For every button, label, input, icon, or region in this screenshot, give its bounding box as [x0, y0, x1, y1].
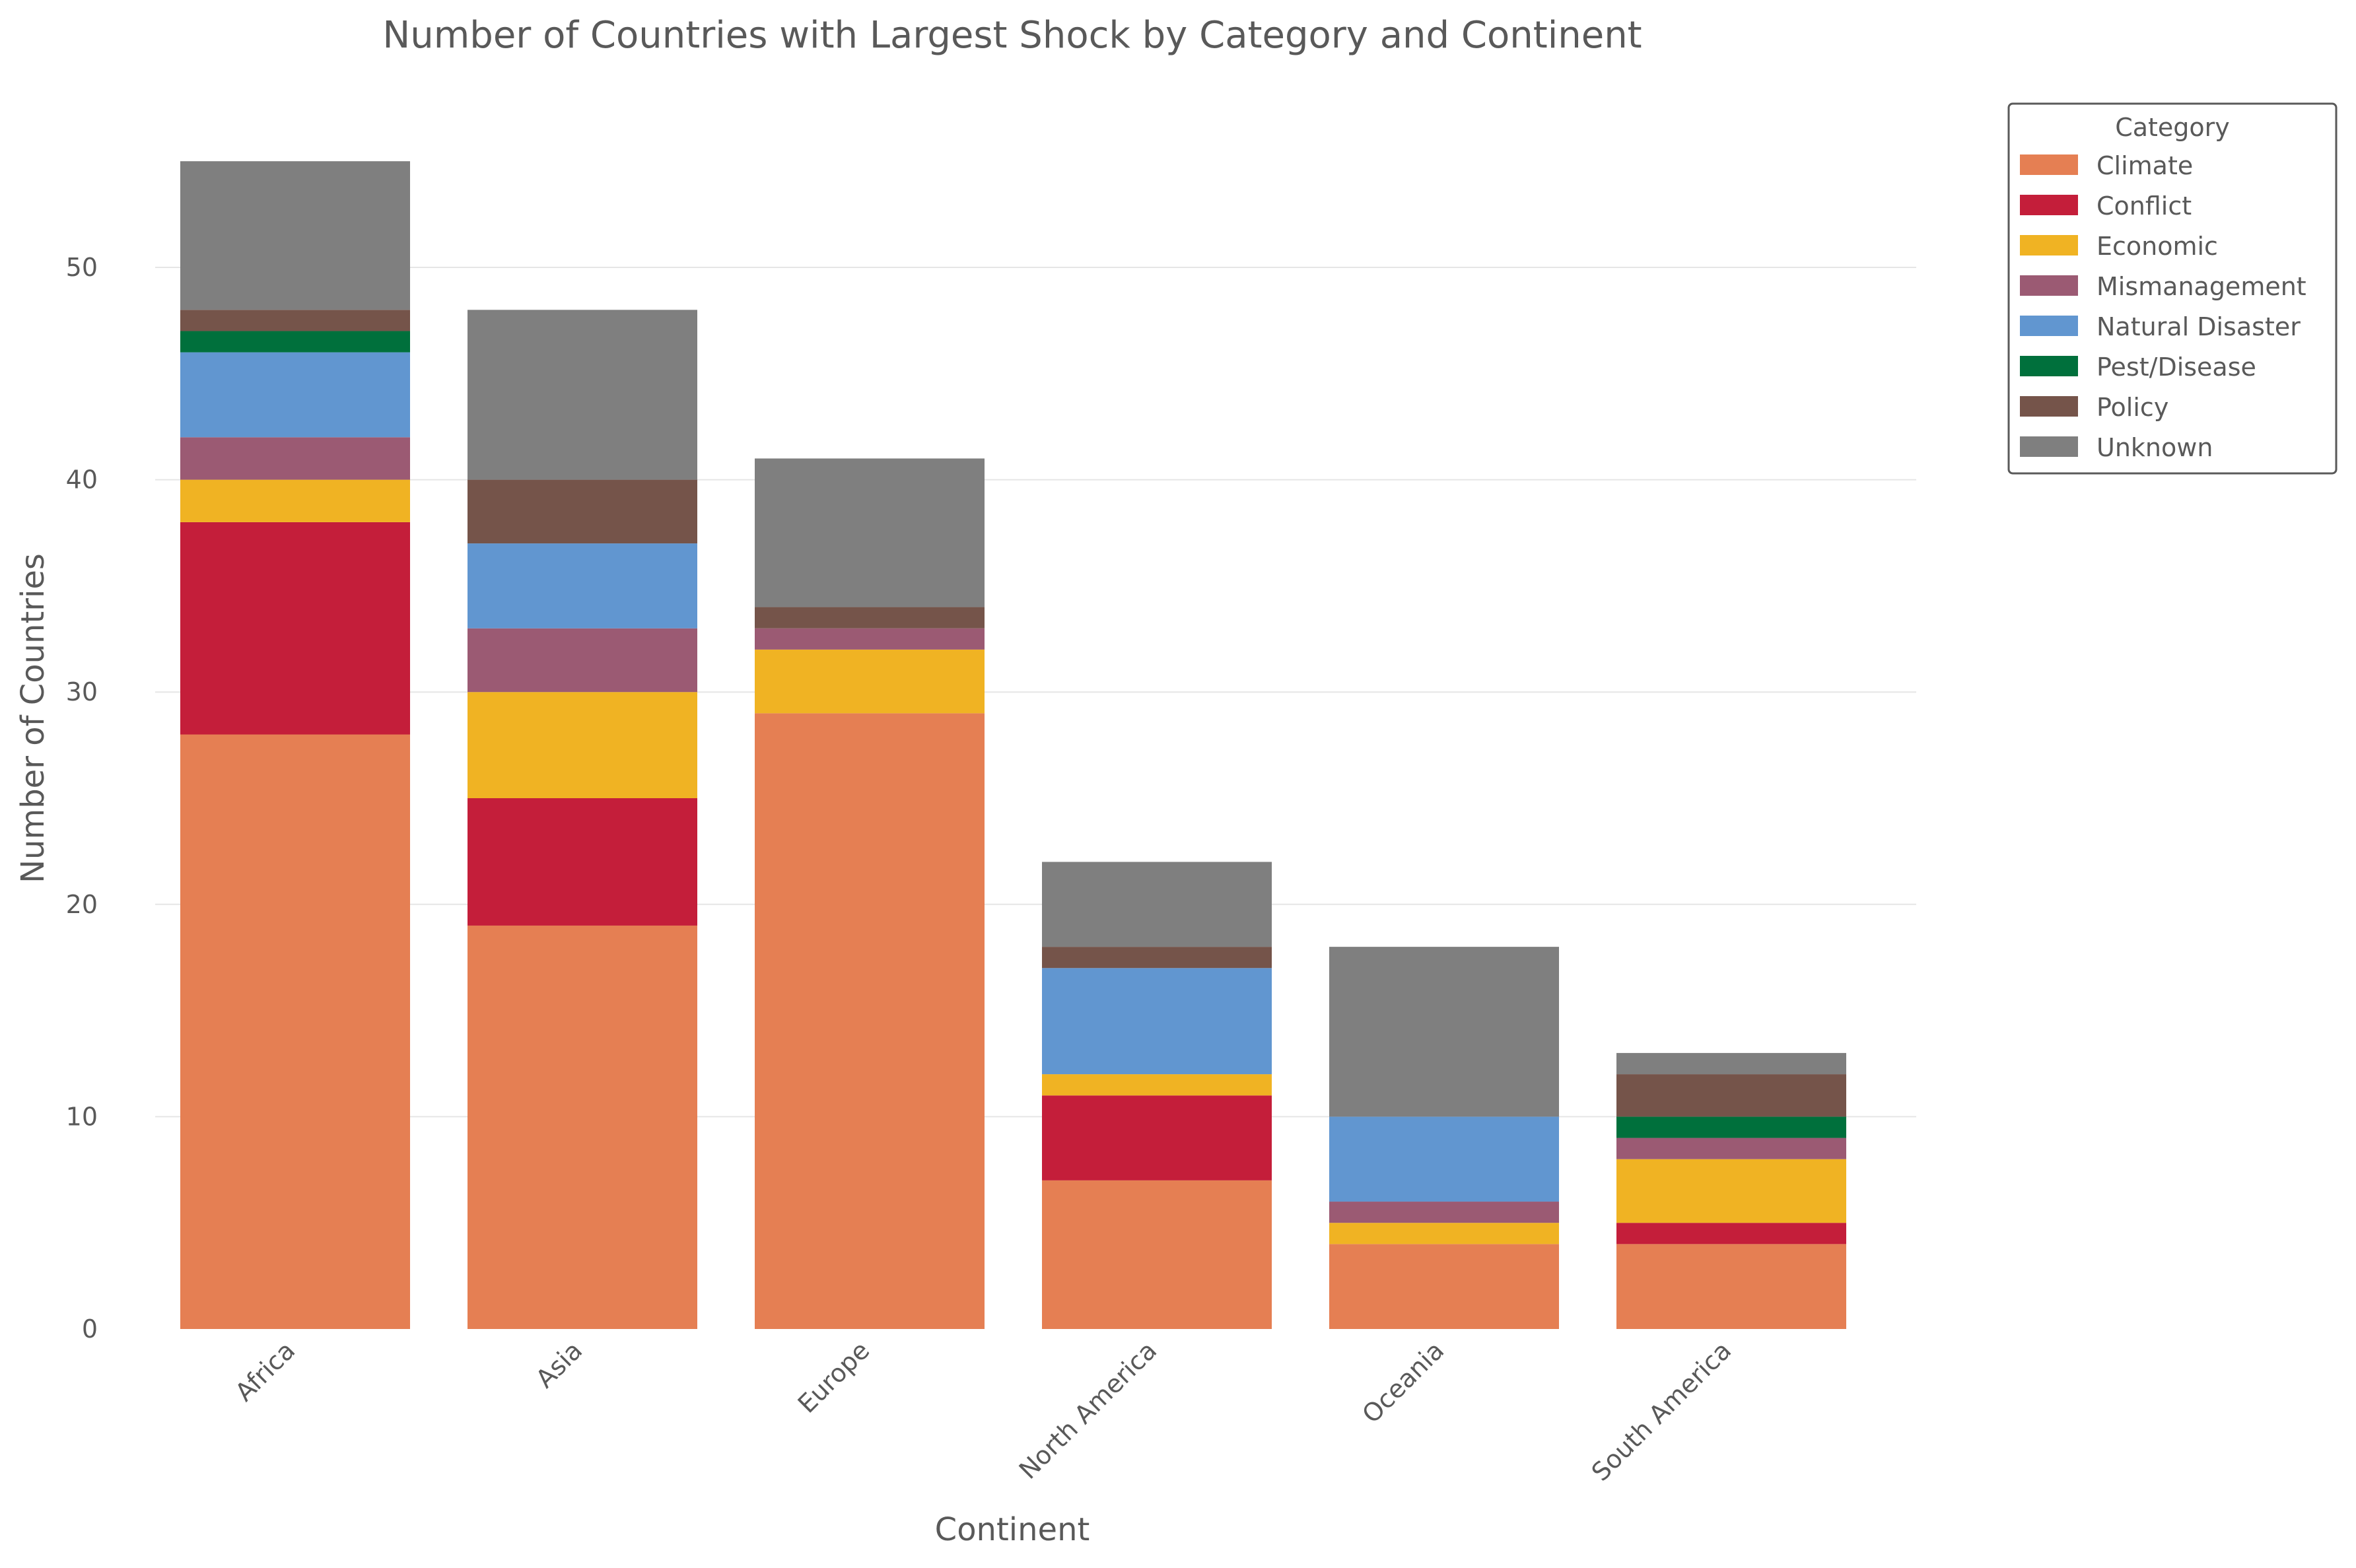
bar-asia-natural-disaster [468, 543, 697, 629]
legend-swatch-pest-disease [2020, 356, 2078, 376]
y-tick-label-10: 10 [66, 1102, 98, 1131]
bar-asia-mismanagement [468, 628, 697, 693]
legend-swatch-economic [2020, 235, 2078, 256]
y-axis-ticks: 0 10 20 30 40 50 [66, 253, 98, 1344]
bar-africa-pest-disease [180, 331, 410, 353]
x-tick-label-africa: Africa [230, 1336, 301, 1407]
bar-south-america-economic [1616, 1159, 1846, 1223]
bar-africa-conflict [180, 522, 410, 735]
legend-label-conflict: Conflict [2096, 191, 2192, 221]
legend-label-policy: Policy [2096, 393, 2168, 422]
x-tick-label-asia: Asia [530, 1336, 588, 1393]
bar-oceania-unknown [1329, 947, 1559, 1117]
bar-europe-unknown [755, 458, 985, 607]
legend: Category Climate Conflict Economic Mismanag… [2007, 102, 2338, 475]
bar-oceania-climate [1329, 1244, 1559, 1329]
y-tick-label-20: 20 [66, 890, 98, 919]
bar-oceania-economic [1329, 1223, 1559, 1244]
bar-south-america-climate [1616, 1244, 1846, 1329]
legend-swatch-policy [2020, 396, 2078, 417]
legend-label-mismanagement: Mismanagement [2096, 272, 2306, 301]
bar-asia-economic [468, 692, 697, 798]
bar-north-america-conflict [1042, 1095, 1272, 1180]
x-tick-label-europe: Europe [792, 1336, 876, 1419]
bar-asia-conflict [468, 798, 697, 926]
bar-south-america-pest-disease [1616, 1116, 1846, 1138]
y-tick-label-0: 0 [82, 1314, 98, 1344]
bar-south-america-unknown [1616, 1052, 1846, 1075]
bar-north-america-unknown [1042, 862, 1272, 947]
legend-swatch-climate [2020, 154, 2078, 175]
legend-title: Category [2115, 113, 2230, 142]
legend-items: Climate Conflict Economic Mismanagement Natu… [2020, 151, 2306, 462]
legend-label-natural-disaster: Natural Disaster [2096, 312, 2301, 341]
gridlines [155, 267, 1916, 1118]
x-tick-label-north-america: North America [1014, 1336, 1163, 1485]
bar-south-america-mismanagement [1616, 1138, 1846, 1159]
bar-south-america-policy [1616, 1074, 1846, 1117]
bar-south-america-conflict [1616, 1223, 1846, 1244]
y-tick-label-40: 40 [66, 465, 98, 494]
bar-north-america-climate [1042, 1180, 1272, 1329]
legend-label-unknown: Unknown [2096, 433, 2213, 462]
bar-asia-unknown [468, 310, 697, 480]
bar-africa-economic [180, 479, 410, 522]
x-axis-ticks: Africa Asia Europe North America Oceania Sout… [230, 1336, 1737, 1487]
bar-oceania-mismanagement [1329, 1202, 1559, 1223]
x-axis-label: Continent [935, 1511, 1090, 1548]
x-tick-label-oceania: Oceania [1356, 1336, 1449, 1429]
legend-frame [2007, 102, 2338, 475]
bar-europe-mismanagement [755, 628, 985, 650]
bar-africa-climate [180, 734, 410, 1329]
y-tick-label-50: 50 [66, 253, 98, 282]
legend-swatch-conflict [2020, 195, 2078, 215]
bar-europe-policy [755, 607, 985, 629]
bar-africa-policy [180, 310, 410, 331]
x-tick-label-south-america: South America [1586, 1336, 1737, 1487]
legend-swatch-unknown [2020, 436, 2078, 457]
bar-asia-climate [468, 925, 697, 1329]
bar-africa-unknown [180, 161, 410, 310]
bars [180, 161, 1846, 1329]
legend-label-climate: Climate [2096, 151, 2193, 180]
bar-oceania-natural-disaster [1329, 1116, 1559, 1202]
bar-north-america-policy [1042, 947, 1272, 969]
bar-europe-economic [755, 649, 985, 714]
bar-africa-mismanagement [180, 437, 410, 480]
bar-north-america-economic [1042, 1074, 1272, 1096]
bar-europe-climate [755, 713, 985, 1329]
bar-africa-natural-disaster [180, 352, 410, 438]
bar-north-america-natural-disaster [1042, 968, 1272, 1075]
legend-swatch-mismanagement [2020, 275, 2078, 296]
y-tick-label-30: 30 [66, 677, 98, 706]
legend-label-economic: Economic [2096, 232, 2218, 261]
chart-title: Number of Countries with Largest Shock b… [382, 14, 1642, 57]
legend-label-pest-disease: Pest/Disease [2096, 353, 2256, 382]
y-axis-label: Number of Countries [15, 553, 52, 883]
bar-asia-policy [468, 479, 697, 544]
legend-swatch-natural-disaster [2020, 316, 2078, 336]
